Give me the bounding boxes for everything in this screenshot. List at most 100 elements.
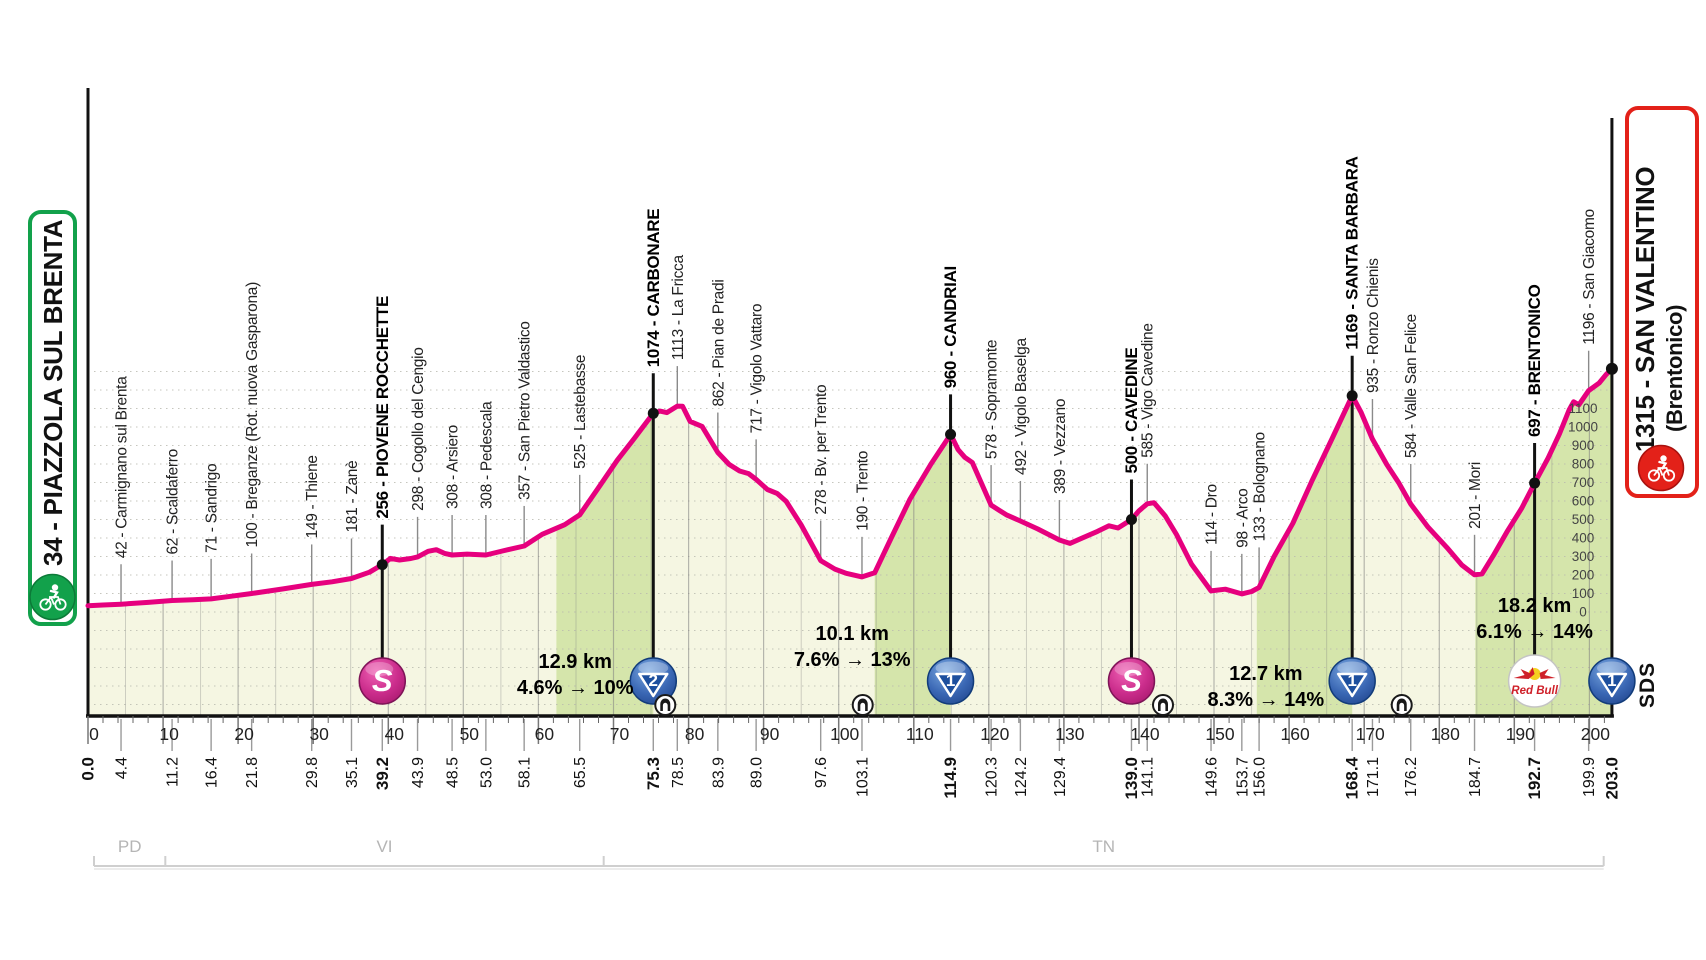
x-axis-tick-label: 30 [309, 724, 329, 744]
km-label: 39.2 [373, 757, 392, 790]
km-label: 120.3 [984, 757, 1001, 797]
svg-text:2: 2 [649, 671, 658, 690]
waypoint-label: 585 - Vigo Cavedine [1140, 323, 1157, 457]
climb-length: 10.1 km [816, 623, 889, 645]
tunnel-icon [1390, 694, 1413, 716]
waypoint-dot [647, 407, 659, 419]
climb-fill [874, 434, 951, 716]
waypoint-label: 98 - Arco [1234, 489, 1251, 548]
km-label: 153.7 [1234, 757, 1251, 797]
elevation-tick-label: 800 [1572, 457, 1595, 472]
finish-label-box: 1315 - SAN VALENTINO (Brentonico) [1625, 106, 1699, 498]
climb-length: 12.9 km [539, 651, 612, 673]
km-label: 75.3 [644, 757, 663, 790]
waypoint-label: 960 - CANDRIAI [941, 266, 960, 388]
x-axis-tick-label: 10 [159, 724, 179, 744]
climb-length: 18.2 km [1498, 595, 1571, 617]
region-bar: PD VI TN [93, 837, 1605, 870]
start-label-box: 34 - PIAZZOLA SUL BRENTA [28, 210, 77, 626]
svg-text:1: 1 [1607, 671, 1616, 690]
profile-fill [88, 368, 1612, 716]
elevation-tick-label: 900 [1572, 438, 1595, 453]
km-label: 83.9 [710, 757, 727, 788]
x-axis-tick-label: 20 [234, 724, 254, 744]
waypoint-label: 201 - Mori [1467, 462, 1484, 529]
km-label: 139.0 [1122, 757, 1141, 800]
region-label: VI [376, 837, 392, 856]
waypoint-label: 308 - Pedescala [478, 401, 495, 509]
svg-text:1: 1 [946, 671, 955, 690]
category-1-climb-icon: 1 [1588, 657, 1636, 705]
km-label: 103.1 [854, 757, 871, 797]
waypoint-label: 525 - Lastebasse [572, 355, 589, 469]
category-2-climb-icon: 2 [629, 657, 678, 705]
km-label-start: 0.0 [79, 757, 98, 781]
elevation-tick-label: 700 [1572, 475, 1595, 490]
x-axis-tick-label: 180 [1431, 724, 1460, 744]
finish-label-sub: (Brentonico) [1662, 305, 1687, 432]
km-labels: 4.4 11.2 16.4 21.8 29.8 35.1 39.2 43.9 48.5 53.0 5… [79, 756, 1622, 799]
km-label-finish: 203.0 [1602, 757, 1621, 800]
waypoint-label: 935 - Ronzo Chienis [1365, 258, 1382, 393]
tunnel-icon [654, 694, 677, 716]
km-label: 156.0 [1252, 757, 1269, 797]
region-label: TN [1092, 837, 1115, 856]
waypoint-label: 114 - Dro [1204, 484, 1221, 545]
waypoint-label: 1169 - SANTA BARBARA [1343, 156, 1362, 349]
climb-fill [1256, 395, 1353, 716]
climb-fill [1475, 368, 1612, 716]
finish-cyclist-icon [1637, 444, 1685, 492]
km-label: 48.5 [445, 757, 462, 788]
km-label: 4.4 [114, 757, 131, 779]
x-axis-tick-label: 170 [1356, 724, 1385, 744]
svg-text:S: S [1121, 663, 1142, 698]
sprint-icon: S [358, 657, 407, 705]
waypoint-label: 584 - Valle San Felice [1403, 314, 1420, 458]
elevation-tick-label: 300 [1572, 549, 1595, 564]
x-axis-tick-label: 120 [980, 724, 1009, 744]
x-axis-tick-label: 140 [1130, 724, 1159, 744]
waypoint-label: 149 - Thiene [304, 455, 321, 538]
category-1-climb-icon: 1 [1328, 657, 1376, 705]
waypoint-dot [376, 559, 388, 571]
route-icons: S 2 1 S 1 Red Bull 1 [358, 654, 1636, 716]
elevation-profile-line [85, 366, 1615, 609]
km-label: 192.7 [1525, 757, 1544, 800]
waypoint-label: 697 - BRENTONICO [1525, 284, 1544, 437]
tunnel-icon [1152, 694, 1175, 716]
x-axis-tick-label: 0 [89, 724, 99, 744]
x-axis-tick-label: 110 [906, 724, 934, 744]
km-label: 65.5 [572, 757, 589, 788]
redbull-km-icon: Red Bull [1507, 654, 1562, 708]
waypoint-label: 133 - Bolognano [1252, 432, 1269, 541]
waypoint-label: 308 - Arsiero [445, 425, 462, 509]
elevation-tick-label: 100 [1572, 586, 1595, 601]
waypoint-label: 1196 - San Giacomo [1581, 209, 1598, 345]
elevation-tick-label: 200 [1572, 568, 1595, 583]
waypoint-label: 389 - Vezzano [1052, 399, 1069, 494]
elevation-tick-label: 1000 [1568, 420, 1598, 435]
elevation-tick-label: 400 [1572, 531, 1595, 546]
climb-gradient: 7.6% → 13% [794, 649, 911, 671]
waypoint-label: 181 - Zanè [344, 461, 361, 533]
waypoint-dot [1346, 390, 1358, 402]
profile-fill-area [88, 368, 1612, 716]
waypoint-label: 190 - Trento [854, 451, 871, 531]
waypoint-label: 256 - PIOVENE ROCCHETTE [373, 296, 392, 519]
waypoint-label: 500 - CAVEDINE [1122, 348, 1141, 474]
climb-gradient: 4.6% → 10% [517, 677, 634, 699]
start-label: 34 - PIAZZOLA SUL BRENTA [38, 219, 68, 566]
climb-fill [556, 413, 654, 716]
waypoint-label: 717 - Vigolo Vattaro [749, 304, 766, 434]
waypoint-dot [1529, 477, 1541, 489]
finish-dot [1605, 362, 1618, 375]
km-label: 184.7 [1467, 757, 1484, 797]
waypoint-label: 1113 - La Fricca [670, 255, 687, 361]
sds-watermark: SDS [1636, 662, 1659, 708]
finish-label: 1315 - SAN VALENTINO [1630, 167, 1660, 452]
climb-gradient: 8.3% → 14% [1207, 689, 1324, 711]
x-axis-tick-label: 70 [610, 724, 630, 744]
x-axis-tick-label: 200 [1581, 724, 1610, 744]
